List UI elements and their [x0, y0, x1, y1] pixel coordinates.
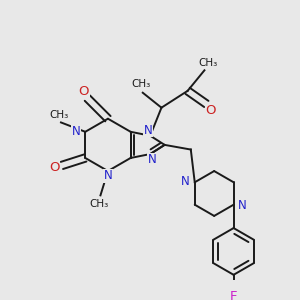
Text: O: O — [78, 85, 89, 98]
Text: CH₃: CH₃ — [89, 199, 108, 209]
Text: CH₃: CH₃ — [50, 110, 69, 120]
Text: O: O — [206, 104, 216, 117]
Text: N: N — [144, 124, 153, 136]
Text: N: N — [103, 169, 112, 182]
Text: CH₃: CH₃ — [131, 79, 151, 89]
Text: N: N — [148, 153, 157, 166]
Text: N: N — [72, 125, 81, 138]
Text: N: N — [181, 175, 190, 188]
Text: CH₃: CH₃ — [199, 58, 218, 68]
Text: O: O — [49, 161, 60, 174]
Text: N: N — [238, 199, 247, 212]
Text: F: F — [230, 290, 237, 300]
